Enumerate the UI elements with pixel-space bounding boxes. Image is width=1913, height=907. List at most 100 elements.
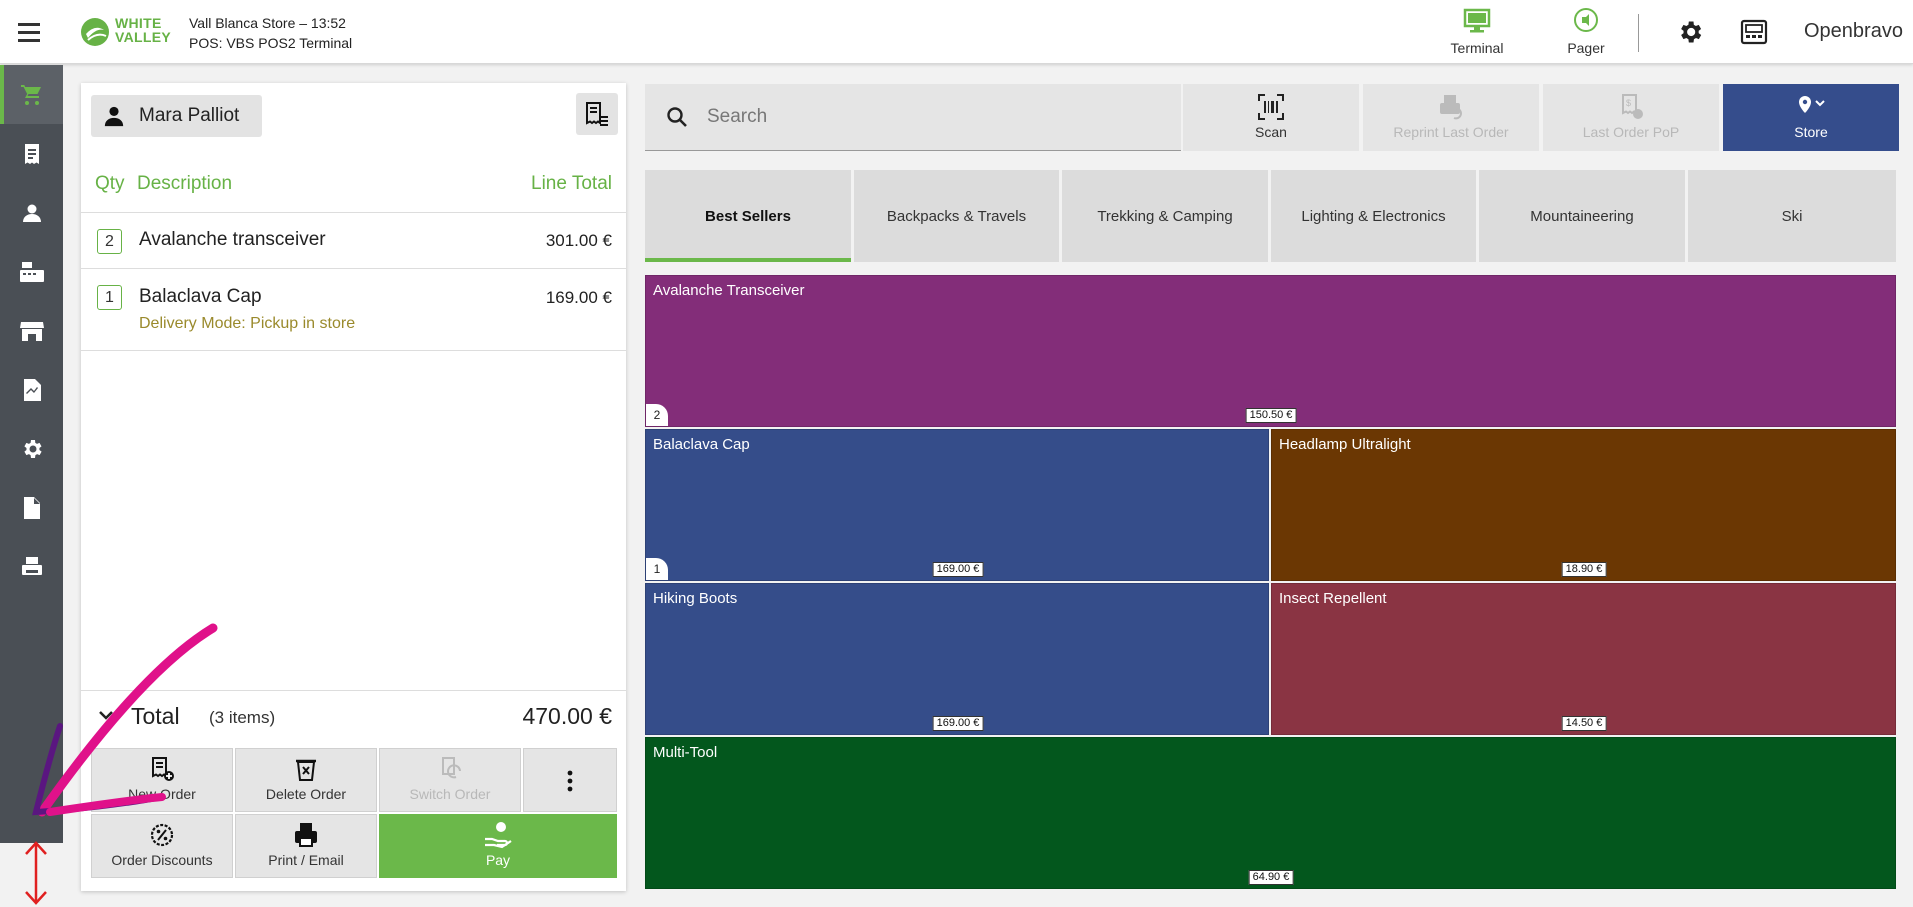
- line-qty: 2: [97, 229, 122, 254]
- scan-button[interactable]: Scan: [1183, 84, 1359, 151]
- print-email-label: Print / Email: [268, 852, 344, 868]
- tab-ski[interactable]: Ski: [1688, 170, 1896, 262]
- logo-line-2: VALLEY: [115, 29, 171, 45]
- total-amount: 470.00 €: [522, 703, 612, 729]
- settings-gear-icon[interactable]: [1676, 18, 1704, 46]
- total-bar[interactable]: Total (3 items) 470.00 €: [81, 690, 626, 740]
- chevron-down-icon[interactable]: [97, 706, 115, 724]
- tab-lighting-electronics[interactable]: Lighting & Electronics: [1271, 170, 1476, 262]
- product-tile-avalanche-transceiver[interactable]: Avalanche Transceiver 150.50 € 2: [645, 275, 1896, 427]
- monitor-icon: [1463, 8, 1491, 33]
- customer-button[interactable]: Mara Palliot: [91, 95, 262, 137]
- print-email-button[interactable]: Print / Email: [235, 814, 377, 878]
- logo-text: WHITE VALLEY: [115, 16, 171, 44]
- last-order-pop-icon: $: [1622, 94, 1643, 119]
- tab-backpacks-travels[interactable]: Backpacks & Travels: [854, 170, 1059, 262]
- pager-icon: [1574, 8, 1598, 32]
- order-discounts-button[interactable]: Order Discounts: [91, 814, 233, 878]
- pay-button[interactable]: Pay: [379, 814, 617, 878]
- delete-order-label: Delete Order: [265, 786, 347, 802]
- delete-order-button[interactable]: Delete Order: [235, 748, 377, 812]
- sidebar-item-reports[interactable]: [0, 360, 63, 419]
- ticket-panel: Mara Palliot Qty Description Line Total …: [81, 83, 626, 891]
- col-description: Description: [137, 173, 233, 194]
- reprint-label: Reprint Last Order: [1393, 124, 1509, 140]
- receipt-list-icon: [586, 102, 608, 126]
- search-field[interactable]: [645, 84, 1181, 151]
- col-line-total: Line Total: [531, 173, 612, 194]
- product-tile-multi-tool[interactable]: Multi-Tool 64.90 €: [645, 737, 1896, 889]
- ticket-line[interactable]: 2 Avalanche transceiver 301.00 €: [81, 213, 626, 269]
- last-order-pop-label: Last Order PoP: [1582, 124, 1680, 140]
- sidebar-item-cash[interactable]: [0, 242, 63, 301]
- new-order-button[interactable]: New Order: [91, 748, 233, 812]
- cart-icon: [20, 84, 41, 105]
- sidebar-item-documents[interactable]: [0, 478, 63, 537]
- product-price: 169.00 €: [932, 716, 984, 731]
- total-label: Total: [131, 703, 180, 729]
- printer-icon: [21, 556, 42, 575]
- ticket-column-headers: Qty Description Line Total: [81, 163, 626, 213]
- product-name: Hiking Boots: [653, 590, 738, 607]
- product-tile-balaclava-cap[interactable]: Balaclava Cap 169.00 € 1: [645, 429, 1269, 581]
- total-items-count: (3 items): [209, 708, 276, 727]
- barcode-scan-icon: [1258, 94, 1284, 120]
- terminal-button[interactable]: Terminal: [1440, 6, 1514, 62]
- product-name: Avalanche Transceiver: [653, 282, 805, 299]
- product-price: 150.50 €: [1245, 408, 1297, 423]
- tab-trekking-camping[interactable]: Trekking & Camping: [1062, 170, 1268, 262]
- line-description: Balaclava Cap: [139, 286, 262, 307]
- line-total: 169.00 €: [545, 288, 612, 307]
- resize-handle-icon[interactable]: [22, 840, 50, 906]
- user-name[interactable]: Openbravo: [1804, 20, 1903, 42]
- sidebar: [0, 65, 63, 843]
- tab-best-sellers[interactable]: Best Sellers: [645, 170, 851, 262]
- logo-line-1: WHITE: [115, 15, 162, 31]
- product-name: Balaclava Cap: [653, 436, 750, 453]
- logo-icon: [81, 18, 109, 46]
- document-icon: [23, 496, 40, 519]
- product-name: Insect Repellent: [1279, 590, 1387, 607]
- trash-icon: [296, 759, 316, 781]
- sidebar-item-cart[interactable]: [0, 65, 63, 124]
- order-discounts-label: Order Discounts: [111, 852, 213, 868]
- store-label: Store: [1794, 124, 1828, 140]
- sidebar-item-store[interactable]: [0, 301, 63, 360]
- col-qty: Qty: [95, 173, 125, 194]
- reprint-last-order-button[interactable]: Reprint Last Order: [1363, 84, 1539, 151]
- more-options-button[interactable]: [523, 748, 617, 812]
- new-order-icon: [152, 757, 174, 781]
- print-icon: [295, 823, 317, 847]
- sidebar-item-printer[interactable]: [0, 537, 63, 596]
- sidebar-item-settings[interactable]: [0, 419, 63, 478]
- product-name: Headlamp Ultralight: [1279, 436, 1411, 453]
- cash-drawer-icon[interactable]: [1740, 18, 1768, 46]
- search-icon: [667, 107, 687, 127]
- product-tile-hiking-boots[interactable]: Hiking Boots 169.00 €: [645, 583, 1269, 735]
- product-qty-badge: 1: [646, 558, 668, 580]
- product-tile-insect-repellent[interactable]: Insect Repellent 14.50 €: [1271, 583, 1896, 735]
- product-tile-headlamp-ultralight[interactable]: Headlamp Ultralight 18.90 €: [1271, 429, 1896, 581]
- switch-order-button[interactable]: Switch Order: [379, 748, 521, 812]
- search-input[interactable]: [707, 106, 1147, 128]
- last-order-pop-button[interactable]: $ Last Order PoP: [1543, 84, 1719, 151]
- sidebar-item-receipts[interactable]: [0, 124, 63, 183]
- tab-mountaineering[interactable]: Mountaineering: [1479, 170, 1685, 262]
- menu-icon[interactable]: [18, 20, 44, 42]
- location-pin-icon: [1799, 96, 1825, 113]
- discount-icon: [150, 823, 174, 847]
- sidebar-item-customers[interactable]: [0, 183, 63, 242]
- person-icon: [104, 106, 124, 127]
- pay-hand-icon: [485, 822, 512, 849]
- store-time: Vall Blanca Store – 13:52: [189, 15, 346, 31]
- reprint-icon: [1440, 95, 1462, 120]
- receipt-icon: [24, 143, 39, 164]
- store-info: Vall Blanca Store – 13:52 POS: VBS POS2 …: [189, 13, 352, 53]
- pager-button[interactable]: Pager: [1556, 6, 1616, 62]
- store-button[interactable]: Store: [1723, 84, 1899, 151]
- ticket-line[interactable]: 1 Balaclava Cap 169.00 € Delivery Mode: …: [81, 269, 626, 351]
- product-price: 169.00 €: [932, 562, 984, 577]
- product-price: 14.50 €: [1561, 716, 1607, 731]
- receipt-properties-button[interactable]: [576, 93, 618, 135]
- terminal-name: POS: VBS POS2 Terminal: [189, 35, 353, 51]
